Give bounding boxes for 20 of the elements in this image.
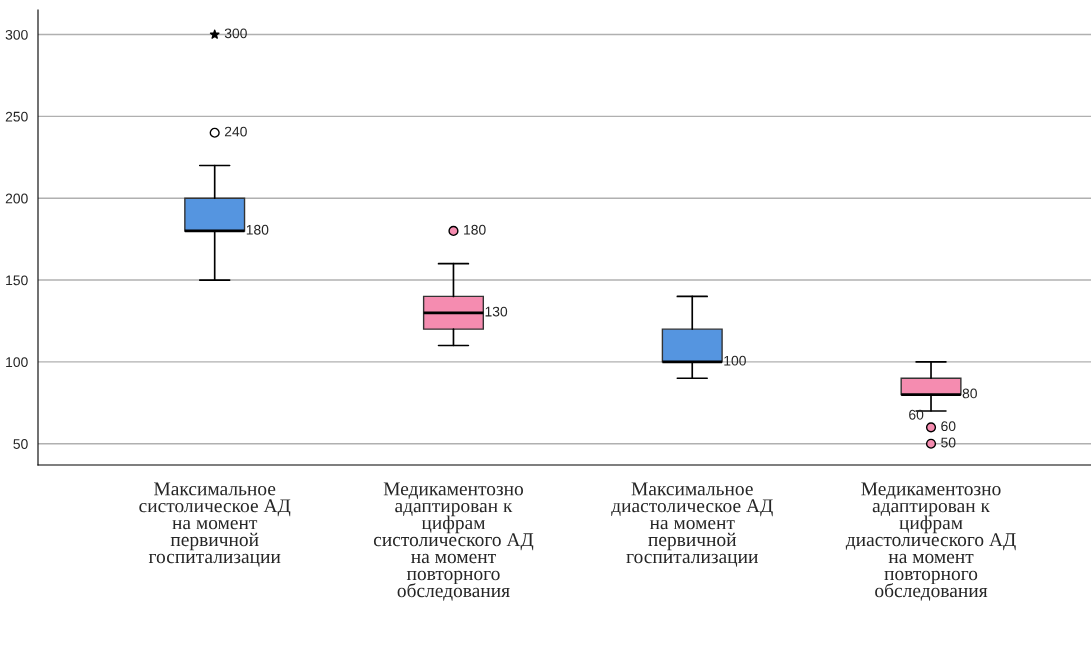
- y-tick-label: 100: [6, 357, 28, 368]
- y-tick-label: 300: [5, 29, 28, 40]
- x-tick-label: Максимальное диастолическое АД на момент первичной госпитализации: [611, 482, 773, 567]
- annotation: 180: [464, 224, 486, 235]
- x-tick-label: Медикаментозно адаптирован к цифрам диастолического АД на момент повторного обследования: [845, 482, 1016, 601]
- annotation: 180: [246, 224, 269, 235]
- x-tick-label: Медикаментозно адаптирован к цифрам систолического АД на момент повторного обследования: [373, 482, 534, 601]
- annotation: 50: [941, 437, 956, 448]
- annotation: 100: [724, 355, 746, 366]
- annotation: 80: [962, 388, 977, 399]
- annotation: 60: [909, 409, 924, 420]
- y-tick-label: 50: [13, 439, 28, 449]
- y-tick-label: 200: [5, 193, 28, 204]
- x-tick-label: Максимальное систолическое АД на момент первичной госпитализации: [139, 482, 291, 567]
- annotation: 240: [224, 126, 247, 137]
- annotation: 130: [485, 306, 508, 317]
- annotation: 60: [941, 421, 956, 432]
- y-tick-label: 150: [6, 275, 28, 286]
- y-tick-label: 250: [5, 111, 28, 122]
- annotation: 300: [224, 28, 247, 39]
